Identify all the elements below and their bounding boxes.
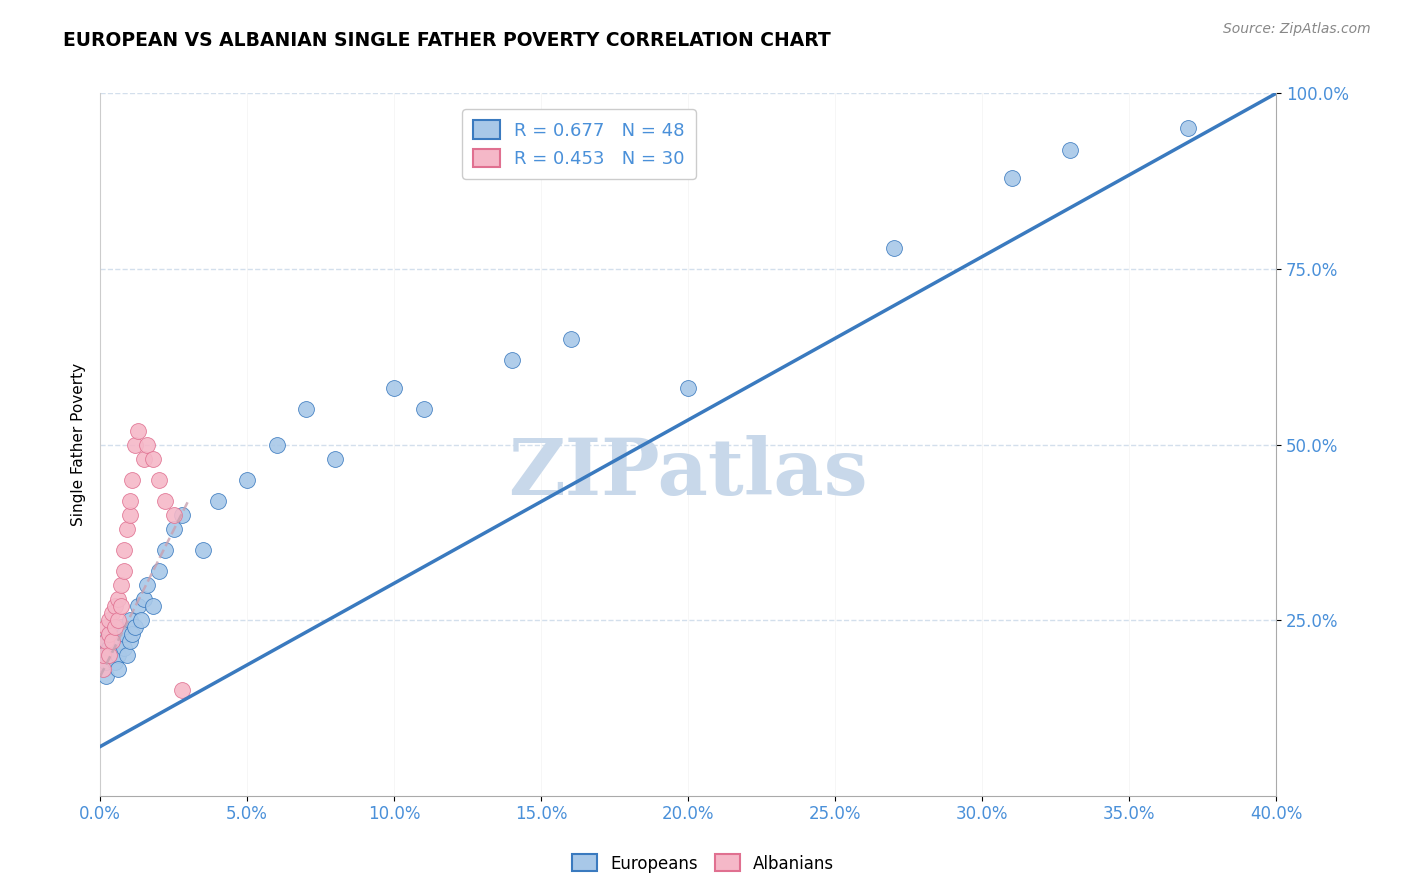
Point bbox=[104, 599, 127, 613]
Point bbox=[191, 543, 214, 558]
Point bbox=[107, 592, 129, 607]
Point bbox=[142, 599, 165, 613]
Point bbox=[94, 620, 117, 634]
Point bbox=[560, 332, 582, 346]
Point bbox=[97, 648, 120, 663]
Point bbox=[129, 613, 152, 627]
Point bbox=[118, 634, 141, 648]
Text: Source: ZipAtlas.com: Source: ZipAtlas.com bbox=[1223, 22, 1371, 37]
Point bbox=[91, 648, 114, 663]
Point bbox=[94, 669, 117, 683]
Point bbox=[94, 655, 117, 669]
Point bbox=[323, 451, 346, 466]
Text: EUROPEAN VS ALBANIAN SINGLE FATHER POVERTY CORRELATION CHART: EUROPEAN VS ALBANIAN SINGLE FATHER POVER… bbox=[63, 31, 831, 50]
Point bbox=[97, 613, 120, 627]
Point bbox=[883, 241, 905, 255]
Point bbox=[412, 402, 434, 417]
Point bbox=[97, 627, 120, 641]
Point bbox=[118, 493, 141, 508]
Point bbox=[101, 634, 124, 648]
Point bbox=[94, 634, 117, 648]
Point bbox=[207, 493, 229, 508]
Point bbox=[112, 564, 135, 578]
Point bbox=[101, 620, 124, 634]
Point bbox=[1059, 143, 1081, 157]
Point bbox=[112, 627, 135, 641]
Point bbox=[153, 493, 176, 508]
Point bbox=[148, 564, 170, 578]
Point bbox=[121, 627, 143, 641]
Point bbox=[104, 627, 127, 641]
Point bbox=[162, 508, 184, 522]
Point bbox=[110, 620, 132, 634]
Point bbox=[97, 641, 120, 656]
Point bbox=[104, 641, 127, 656]
Point bbox=[118, 508, 141, 522]
Point bbox=[97, 627, 120, 641]
Point bbox=[91, 662, 114, 676]
Point bbox=[107, 613, 129, 627]
Point bbox=[118, 613, 141, 627]
Point bbox=[124, 437, 146, 451]
Point bbox=[501, 353, 523, 368]
Point bbox=[172, 508, 194, 522]
Point bbox=[134, 592, 156, 607]
Point bbox=[142, 451, 165, 466]
Point bbox=[107, 648, 129, 663]
Point bbox=[382, 381, 405, 395]
Point bbox=[104, 655, 127, 669]
Point bbox=[134, 451, 156, 466]
Point bbox=[104, 620, 127, 634]
Point bbox=[115, 648, 138, 663]
Point bbox=[295, 402, 318, 417]
Legend: Europeans, Albanians: Europeans, Albanians bbox=[565, 847, 841, 880]
Text: ZIPatlas: ZIPatlas bbox=[509, 434, 868, 510]
Point bbox=[110, 599, 132, 613]
Point bbox=[136, 437, 159, 451]
Point bbox=[112, 641, 135, 656]
Point bbox=[153, 543, 176, 558]
Point bbox=[266, 437, 288, 451]
Point bbox=[1177, 121, 1199, 136]
Point bbox=[172, 683, 194, 698]
Point bbox=[97, 648, 120, 663]
Point bbox=[236, 473, 259, 487]
Point bbox=[91, 662, 114, 676]
Point bbox=[107, 662, 129, 676]
Point bbox=[127, 599, 149, 613]
Point bbox=[91, 648, 114, 663]
Point bbox=[110, 578, 132, 592]
Point bbox=[101, 634, 124, 648]
Point bbox=[112, 543, 135, 558]
Point bbox=[124, 620, 146, 634]
Point bbox=[94, 634, 117, 648]
Point bbox=[101, 606, 124, 620]
Point bbox=[162, 522, 184, 536]
Point bbox=[676, 381, 699, 395]
Point bbox=[148, 473, 170, 487]
Point bbox=[136, 578, 159, 592]
Point bbox=[127, 424, 149, 438]
Point bbox=[121, 473, 143, 487]
Point bbox=[110, 634, 132, 648]
Legend: R = 0.677   N = 48, R = 0.453   N = 30: R = 0.677 N = 48, R = 0.453 N = 30 bbox=[463, 110, 696, 178]
Y-axis label: Single Father Poverty: Single Father Poverty bbox=[72, 363, 86, 526]
Point bbox=[115, 522, 138, 536]
Point bbox=[1000, 170, 1022, 185]
